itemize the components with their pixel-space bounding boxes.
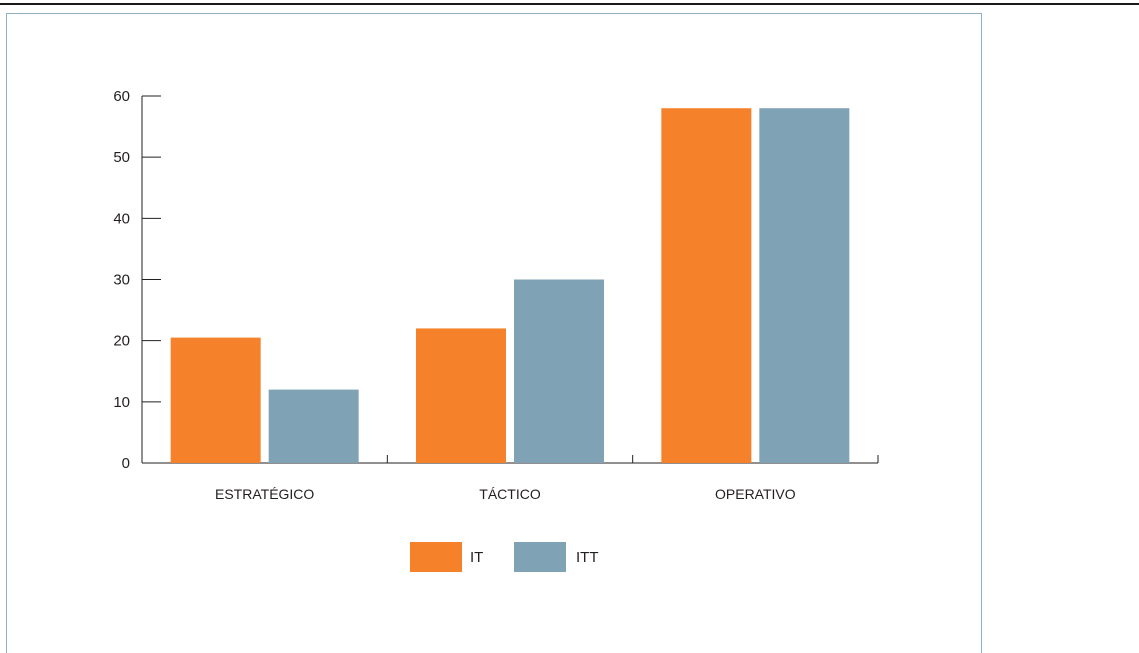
chart-legend: IT ITT [410, 542, 599, 572]
y-tick-label: 30 [113, 272, 130, 289]
bar-itt-2 [759, 108, 850, 463]
y-tick-label: 10 [113, 394, 130, 411]
x-category-label: OPERATIVO [715, 486, 796, 502]
legend-label-it: IT [470, 549, 483, 566]
x-axis-labels: ESTRATÉGICO TÁCTICO OPERATIVO [215, 486, 796, 502]
top-rule [0, 3, 1139, 5]
y-tick-label: 20 [113, 333, 130, 350]
chart-frame [6, 13, 982, 653]
y-tick-label: 40 [113, 210, 130, 227]
x-category-label: ESTRATÉGICO [215, 486, 314, 502]
legend-swatch-it [410, 542, 462, 572]
chart-bars [170, 108, 850, 463]
legend-label-itt: ITT [576, 549, 599, 566]
bar-itt-0 [268, 389, 359, 463]
legend-swatch-itt [514, 542, 566, 572]
y-tick-label: 50 [113, 149, 130, 166]
bar-it-1 [416, 328, 506, 463]
y-axis-ticks: 0 10 20 30 40 50 60 [113, 88, 161, 472]
x-category-label: TÁCTICO [479, 486, 541, 502]
bar-it-2 [661, 108, 752, 463]
y-tick-label: 0 [122, 455, 130, 472]
bar-it-0 [170, 337, 261, 463]
y-tick-label: 60 [113, 88, 130, 105]
bar-itt-1 [514, 279, 604, 463]
